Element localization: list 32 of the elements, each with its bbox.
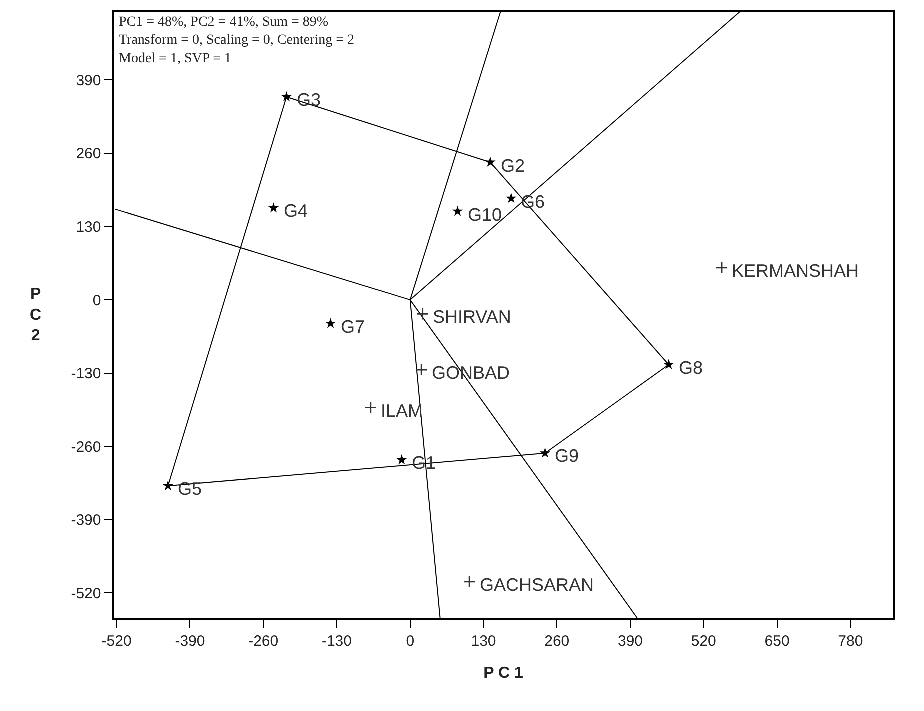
y-tick-label: 0 — [92, 292, 102, 310]
y-tick-label: -520 — [71, 585, 102, 602]
x-tick-label: -260 — [248, 632, 279, 650]
annotation: G9 — [555, 446, 580, 466]
annotation: KERMANSHAH — [732, 261, 860, 281]
y-tick-label: -390 — [71, 512, 102, 530]
annotation: GACHSARAN — [480, 575, 594, 595]
y-axis-title: P C 2 — [30, 286, 42, 345]
y-tick-label: -260 — [71, 438, 102, 456]
annotation: PC1 = 48%, PC2 = 41%, Sum = 89% Transform = 0, Scaling = 0, Centering = 2 Model = 1, SVP = 1 — [119, 15, 354, 66]
y-tick-label: 260 — [76, 146, 102, 163]
x-tick-label: 780 — [838, 632, 864, 650]
x-tick-label: -390 — [175, 632, 206, 650]
annotation: G7 — [341, 317, 366, 337]
x-tick-label: 520 — [691, 632, 716, 650]
x-tick-label: 0 — [406, 632, 415, 650]
y-tick-label: 390 — [76, 72, 102, 90]
annotation: G10 — [468, 205, 502, 225]
annotation: G2 — [501, 156, 526, 176]
annotation: G5 — [178, 479, 202, 499]
x-tick-label: -130 — [322, 632, 352, 650]
x-axis-title: P C 1 — [484, 664, 524, 682]
x-tick-label: 130 — [471, 632, 496, 650]
x-tick-label: 390 — [618, 632, 644, 650]
y-tick-label: -130 — [71, 366, 102, 383]
x-tick-label: 650 — [764, 632, 790, 650]
annotation: SHIRVAN — [433, 307, 512, 327]
annotation: G8 — [679, 358, 704, 378]
annotation: G4 — [284, 201, 308, 221]
x-tick-label: -520 — [102, 632, 132, 650]
x-tick-label: 260 — [544, 632, 570, 650]
y-tick-label: 130 — [76, 219, 102, 236]
